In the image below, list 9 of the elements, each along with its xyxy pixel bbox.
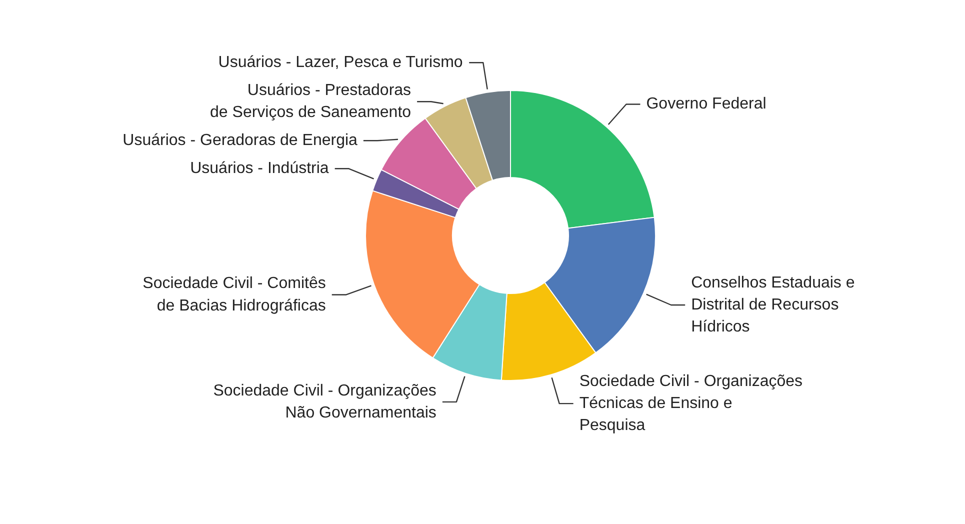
slice-label: Sociedade Civil - Organizações Técnicas de Ensino e Pesquisa	[579, 372, 803, 434]
slice-label: Governo Federal	[646, 96, 766, 113]
slice-label: Usuários - Lazer, Pesca e Turismo	[218, 54, 463, 72]
slice-label: Sociedade Civil - Organizações Não Governamentais	[213, 382, 436, 422]
slice-label: Usuários - Geradoras de Energia	[122, 132, 358, 150]
slice-label: Usuários - Indústria	[190, 160, 329, 178]
slice-label: Conselhos Estaduais e Distrital de Recursos Hídricos	[691, 274, 855, 336]
slice-label: Usuários - Prestadoras de Serviços de Saneamento	[210, 82, 412, 122]
slice-label: Sociedade Civil - Comitês de Bacias Hidrográficas	[142, 275, 326, 314]
